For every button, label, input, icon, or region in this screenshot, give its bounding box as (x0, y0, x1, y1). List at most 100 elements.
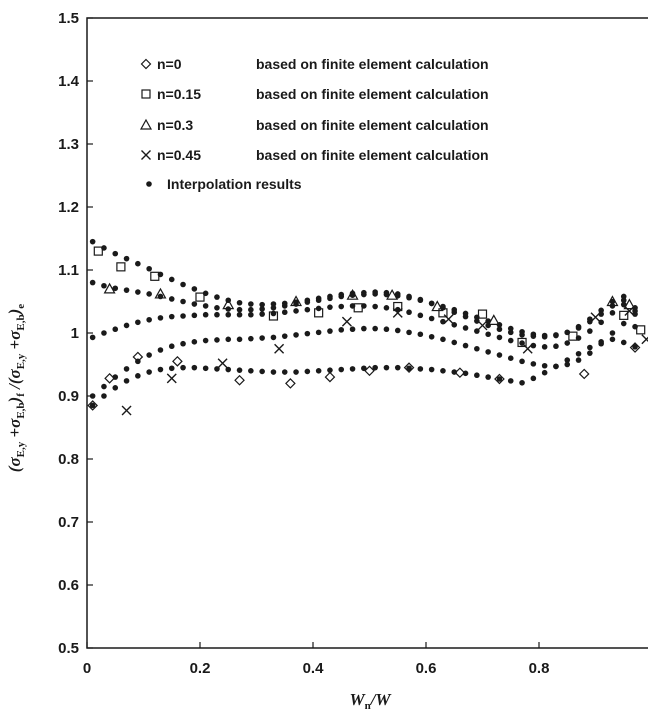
y-axis-title: (σE,y +σE,b)f /(σE,y +σE,b)e (5, 304, 27, 473)
legend-entry: Interpolation results (146, 176, 302, 192)
interpolation-point (270, 334, 277, 341)
series-n-0-15 (93, 246, 646, 348)
fe-point-diamond (87, 400, 98, 411)
interpolation-point (225, 336, 232, 343)
interpolation-point (462, 325, 469, 331)
fe-point-diamond (104, 373, 115, 384)
legend-marker-dot (146, 181, 152, 187)
interpolation-point (259, 335, 265, 341)
fe-point-diamond (629, 342, 641, 353)
interpolation-point (168, 343, 175, 350)
interpolation-point (236, 367, 243, 373)
interpolation-point (315, 329, 322, 336)
interpolation-point (304, 306, 311, 313)
interpolation-point (281, 303, 288, 309)
interpolation-point (496, 352, 503, 358)
x-axis-title: Wn/W (349, 690, 392, 712)
fe-point-cross (641, 334, 648, 345)
interpolation-point (112, 250, 119, 257)
interpolation-point (417, 366, 424, 372)
x-tick-label: 0.6 (416, 660, 437, 677)
interpolation-point (248, 368, 254, 374)
interpolation-point (394, 327, 401, 334)
interpolation-point (462, 310, 469, 317)
interpolation-point (338, 303, 345, 310)
interpolation-point (123, 366, 130, 372)
interpolation-point (349, 326, 356, 333)
interpolation-point (338, 327, 345, 333)
fe-point-triangle (431, 300, 444, 312)
interpolation-point (575, 357, 582, 363)
fe-point-cross (274, 343, 285, 354)
interpolation-point (530, 375, 537, 382)
series-n-0-45 (121, 305, 648, 416)
interpolation-point (202, 365, 209, 372)
interpolation-point (587, 350, 593, 356)
interpolation-point (112, 326, 119, 333)
interpolation-point (327, 328, 333, 334)
fe-point-square (116, 262, 126, 272)
legend-entry: n=0.15 based on finite element calculatio… (141, 86, 489, 102)
fe-point-cross (624, 305, 635, 316)
interpolation-point (338, 293, 345, 300)
interpolation-point (575, 350, 582, 357)
fe-point-square (438, 308, 448, 318)
fe-point-cross (217, 358, 228, 369)
x-tick-label: 0.4 (303, 660, 325, 677)
y-tick-label: 1.5 (58, 10, 79, 27)
x-tick-label: 0 (83, 660, 91, 677)
interpolation-point (620, 297, 627, 304)
interpolation-point (146, 291, 152, 297)
fe-point-diamond (403, 362, 415, 373)
fe-point-triangle (222, 298, 235, 310)
interpolation-point (440, 336, 446, 343)
fe-point-cross (590, 312, 601, 323)
interpolation-point (620, 301, 627, 308)
interpolation-point (474, 345, 480, 352)
interpolation-point (406, 309, 412, 316)
fe-point-square (268, 311, 279, 321)
interpolation-point (304, 368, 311, 375)
interpolation-point (202, 311, 209, 318)
interpolation-point (507, 355, 514, 362)
fe-point-cross (443, 314, 454, 325)
x-tick-label: 0.2 (190, 660, 211, 677)
interpolation-point (236, 306, 243, 313)
interpolation-point (428, 300, 435, 307)
interpolation-point (248, 335, 254, 342)
interpolation-point (146, 316, 152, 323)
fe-point-diamond (494, 373, 505, 385)
interpolation-point (383, 326, 390, 333)
interpolation-point (214, 305, 220, 311)
y-tick-label: 0.9 (58, 388, 79, 405)
interpolation-point (146, 352, 152, 358)
y-tick-label: 0.6 (58, 577, 79, 594)
interpolation-point (225, 311, 232, 318)
interpolation-point (180, 281, 186, 288)
legend-series-name: n=0.3 (157, 117, 193, 133)
interpolation-point (406, 294, 412, 301)
interpolation-point (168, 313, 175, 320)
interpolation-point (361, 325, 367, 332)
legend-marker-diamond (140, 58, 152, 70)
x-tick-label: 0.8 (529, 660, 550, 677)
interpolation-point (372, 291, 378, 297)
interpolation-point (281, 309, 288, 316)
interpolation-point (180, 340, 186, 347)
interpolation-point (168, 365, 175, 372)
y-axis: 0.5 0.6 0.7 0.8 0.9 1 1.1 1.2 1.3 1.4 1.5 (58, 10, 93, 657)
interpolation-point (609, 336, 616, 343)
interpolation-point (440, 303, 446, 310)
interpolation-point (485, 374, 491, 380)
interpolation-point (180, 298, 186, 305)
fe-point-triangle (487, 314, 500, 325)
interpolation-point (349, 366, 356, 372)
fe-point-triangle (623, 298, 636, 310)
interpolation-point (191, 312, 198, 319)
interpolation-point (587, 318, 593, 325)
interpolation-point (101, 383, 107, 390)
interpolation-point (507, 325, 514, 332)
interpolation-point (112, 285, 119, 292)
interpolation-point (101, 330, 107, 336)
interpolation-point (123, 287, 130, 293)
